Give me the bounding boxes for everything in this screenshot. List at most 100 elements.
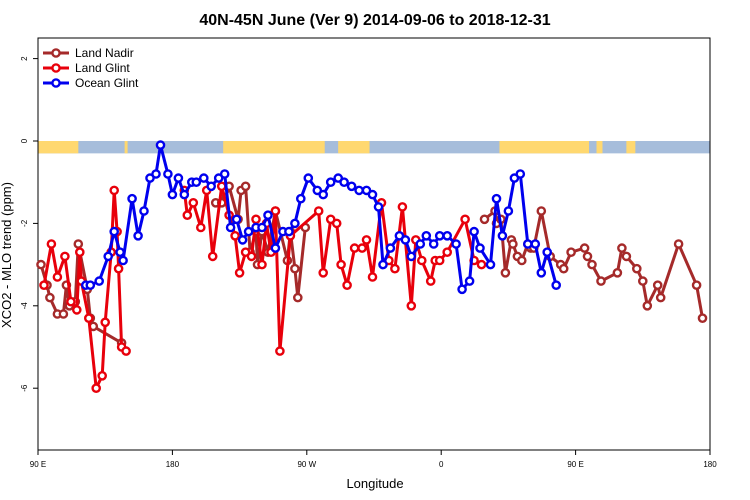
- data-point: [263, 210, 273, 220]
- data-point: [257, 222, 267, 233]
- data-point: [237, 235, 248, 245]
- legend-item: Land Nadir: [43, 46, 134, 60]
- data-point: [642, 300, 653, 311]
- ocean-band: [38, 141, 710, 154]
- data-point: [66, 296, 76, 307]
- data-point: [121, 346, 131, 356]
- data-point: [497, 230, 508, 241]
- data-point: [155, 140, 166, 150]
- data-point: [551, 280, 562, 291]
- data-point: [219, 169, 230, 179]
- data-point: [508, 239, 518, 249]
- data-point: [349, 243, 360, 253]
- x-tick-label: 0: [439, 460, 444, 469]
- data-point: [85, 280, 96, 291]
- data-point: [515, 169, 526, 179]
- data-point: [655, 292, 666, 303]
- data-point: [151, 169, 161, 179]
- data-point: [428, 239, 439, 249]
- data-point: [339, 177, 349, 187]
- legend-marker: [51, 63, 61, 73]
- land-band-segment: [499, 141, 590, 154]
- data-point: [566, 247, 576, 257]
- data-point: [225, 222, 236, 233]
- legend-marker: [51, 78, 61, 88]
- data-point: [118, 255, 128, 266]
- data-point: [270, 243, 281, 253]
- x-axis-label: Longitude: [346, 476, 403, 491]
- series-land-glint: [39, 181, 487, 394]
- data-point: [290, 218, 300, 229]
- data-point: [385, 243, 396, 253]
- data-point: [36, 259, 46, 270]
- data-point: [361, 235, 372, 245]
- land-ocean-mask-band: [38, 141, 710, 154]
- data-point: [113, 263, 124, 274]
- data-point: [173, 173, 184, 183]
- data-point: [179, 189, 190, 200]
- data-point: [206, 181, 216, 192]
- data-point: [406, 300, 417, 311]
- data-point: [476, 259, 487, 270]
- data-point: [346, 181, 357, 192]
- data-point: [331, 218, 342, 229]
- land-band-segment: [124, 141, 128, 154]
- data-point: [58, 309, 69, 319]
- data-point: [127, 193, 137, 204]
- x-tick-label: 180: [166, 460, 180, 469]
- data-point: [325, 177, 336, 187]
- data-point: [451, 239, 461, 249]
- data-point: [416, 255, 427, 266]
- data-point: [73, 239, 84, 249]
- data-point: [536, 267, 547, 278]
- data-point: [243, 226, 254, 237]
- data-point: [109, 185, 119, 196]
- data-point: [523, 239, 533, 249]
- data-point: [167, 189, 178, 200]
- data-point: [91, 383, 101, 394]
- data-point: [318, 189, 329, 200]
- data-point: [469, 226, 479, 237]
- data-point: [342, 280, 352, 291]
- land-band-segment: [223, 141, 325, 154]
- data-point: [292, 292, 303, 303]
- data-point: [485, 259, 496, 270]
- data-point: [415, 239, 426, 249]
- data-point: [336, 259, 346, 270]
- land-band-segment: [338, 141, 370, 154]
- data-point: [457, 284, 467, 295]
- data-point: [60, 251, 70, 262]
- data-point: [464, 276, 475, 286]
- data-point: [46, 239, 57, 249]
- data-point: [246, 251, 257, 262]
- data-point: [421, 230, 432, 241]
- legend-item: Land Glint: [43, 61, 130, 75]
- data-point: [587, 259, 597, 270]
- chart-title: 40N-45N June (Ver 9) 2014-09-06 to 2018-…: [199, 12, 550, 29]
- series-layer: [36, 140, 708, 394]
- data-point: [460, 214, 470, 225]
- data-point: [579, 243, 590, 253]
- data-point: [442, 247, 453, 257]
- y-tick-label: -6: [20, 384, 29, 392]
- data-point: [691, 280, 702, 291]
- data-point: [198, 173, 209, 183]
- data-point: [673, 239, 684, 249]
- data-point: [500, 267, 511, 278]
- y-tick-label: -4: [20, 302, 29, 310]
- data-point: [503, 206, 514, 216]
- data-point: [400, 235, 411, 245]
- data-point: [39, 280, 49, 291]
- y-tick-label: 2: [20, 56, 29, 61]
- y-axis-label: XCO2 - MLO trend (ppm): [0, 182, 14, 328]
- land-band-segment: [38, 141, 79, 154]
- data-point: [434, 255, 445, 266]
- land-band-segment: [596, 141, 603, 154]
- data-point: [397, 202, 408, 212]
- data-point: [536, 206, 547, 216]
- data-point: [357, 243, 367, 253]
- data-point: [207, 251, 218, 262]
- data-point: [257, 259, 267, 270]
- data-point: [318, 267, 329, 278]
